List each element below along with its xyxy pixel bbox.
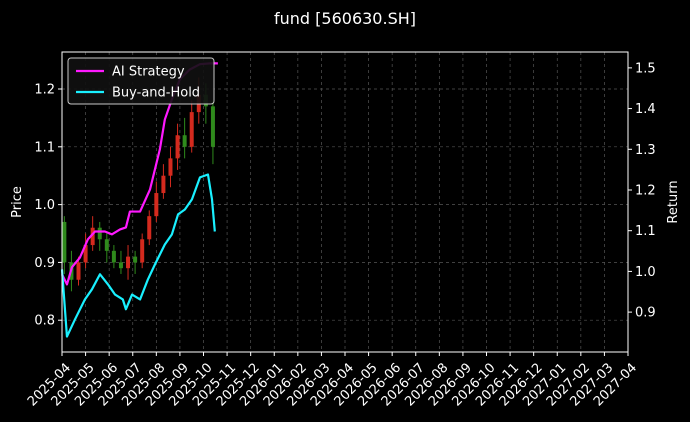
y2-axis-label: Return	[666, 180, 681, 223]
candle-body	[62, 221, 67, 263]
candle-body	[76, 262, 81, 280]
candle-body	[147, 216, 152, 240]
legend: AI Strategy Buy-and-Hold	[67, 57, 215, 105]
y-tick-label: 1.2	[34, 82, 55, 97]
y2-tick-label: 0.9	[635, 306, 656, 321]
candle-body	[126, 256, 131, 269]
legend-label: Buy-and-Hold	[112, 86, 200, 101]
y2-tick-label: 1.4	[635, 102, 656, 117]
line-series	[60, 173, 216, 338]
candle-body	[140, 239, 145, 263]
chart-title: fund [560630.SH]	[274, 9, 416, 28]
y2-tick-label: 1.5	[635, 61, 656, 76]
candle-body	[161, 175, 166, 194]
candle-body	[189, 112, 194, 147]
y2-tick-label: 1.1	[635, 224, 656, 239]
y-tick-label: 1.1	[34, 140, 55, 155]
candle-body	[83, 245, 88, 263]
candle-body	[118, 262, 123, 269]
plot-frame	[61, 51, 629, 353]
y2-tick-label: 1.3	[635, 143, 656, 158]
y2-tick-label: 1.2	[635, 183, 656, 198]
y-tick-label: 0.9	[34, 256, 55, 271]
candle-body	[168, 158, 173, 176]
y2-tick-label: 1.0	[635, 265, 656, 280]
candle-body	[133, 256, 138, 263]
candle-body	[111, 250, 116, 263]
candle-body	[97, 227, 102, 240]
candle-body	[175, 135, 180, 159]
candle-body	[210, 106, 215, 147]
candle-body	[104, 239, 109, 251]
legend-box	[67, 57, 215, 105]
y-axis-label: Price	[10, 186, 25, 218]
candle-body	[90, 227, 95, 246]
candle-body	[182, 135, 187, 147]
y-tick-label: 0.8	[34, 314, 55, 329]
legend-label: AI Strategy	[112, 65, 185, 80]
candle-body	[154, 193, 159, 217]
y-tick-label: 1.0	[34, 198, 55, 213]
